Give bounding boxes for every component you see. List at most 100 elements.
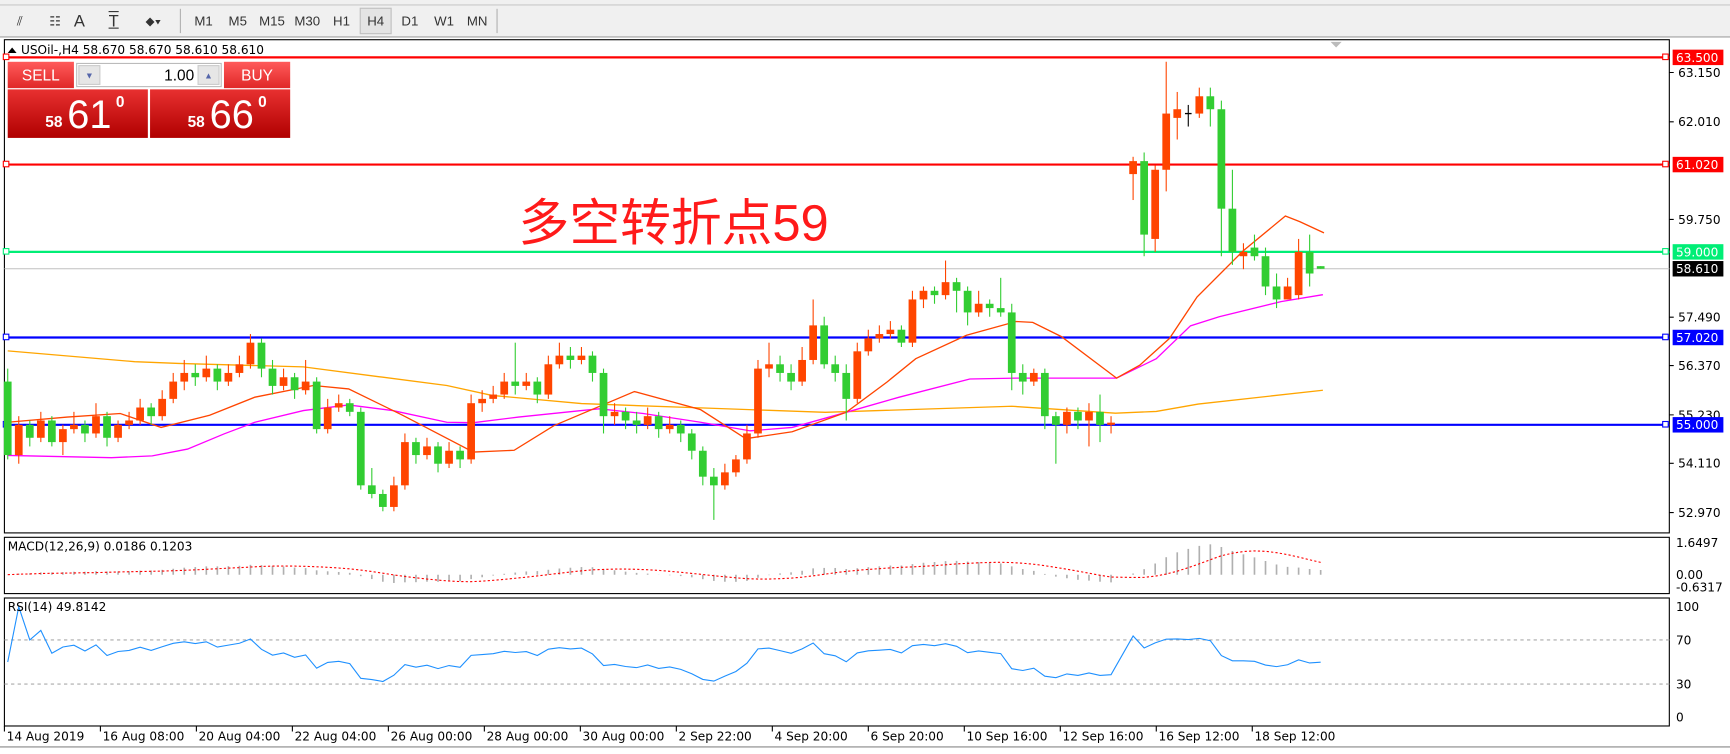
line-handle-left[interactable] bbox=[2, 160, 10, 168]
lot-size-value[interactable]: 1.00 bbox=[164, 66, 195, 84]
candle-body bbox=[1206, 96, 1215, 110]
candle-body bbox=[974, 303, 983, 313]
candle-body bbox=[721, 472, 729, 486]
candle-body bbox=[180, 372, 189, 382]
candle-body bbox=[390, 485, 398, 507]
candle-body bbox=[334, 403, 343, 408]
candle-body bbox=[1107, 422, 1115, 425]
candle-body bbox=[456, 450, 464, 460]
candle-body bbox=[952, 282, 961, 291]
time-label: 26 Aug 00:00 bbox=[391, 729, 473, 743]
candle-body bbox=[59, 429, 67, 443]
candle-body bbox=[698, 450, 707, 477]
candle-body bbox=[709, 476, 718, 486]
candle-body bbox=[202, 368, 211, 378]
candle-body bbox=[1239, 251, 1248, 257]
candle-body bbox=[345, 403, 354, 412]
line-handle-right[interactable] bbox=[1662, 420, 1669, 428]
hline-price-badge bbox=[1672, 244, 1724, 260]
sell-button[interactable]: SELL bbox=[7, 61, 74, 90]
line-handle-right[interactable] bbox=[1662, 53, 1669, 61]
line-handle-right[interactable] bbox=[1662, 248, 1669, 255]
timeframe-m15-button[interactable]: M15 bbox=[259, 13, 285, 29]
time-label: 12 Sep 16:00 bbox=[1062, 729, 1143, 743]
candle-body bbox=[1272, 286, 1281, 300]
collapse-triangle-icon[interactable] bbox=[7, 47, 17, 53]
candle-body bbox=[1217, 109, 1226, 209]
candle-body bbox=[941, 282, 950, 296]
candle-body bbox=[732, 459, 740, 473]
candle-body bbox=[1305, 251, 1314, 274]
equidistant-channel-icon[interactable]: ⫽ bbox=[16, 12, 23, 29]
annotation-text: 多空转折点59 bbox=[518, 194, 829, 252]
candle-body bbox=[213, 368, 222, 382]
candle-body bbox=[312, 381, 321, 430]
line-handle-left[interactable] bbox=[2, 53, 10, 61]
candle-body bbox=[136, 407, 144, 421]
candle-body bbox=[356, 411, 365, 486]
hline-price-badge bbox=[1672, 49, 1724, 66]
hline-price-label: 55.000 bbox=[1676, 418, 1718, 432]
candle-body bbox=[1228, 208, 1237, 252]
macd-tick-label: 0.00 bbox=[1676, 568, 1703, 582]
text-label-icon[interactable]: T bbox=[108, 11, 119, 31]
toolbar-separator bbox=[496, 8, 498, 34]
line-handle-right[interactable] bbox=[1662, 160, 1669, 168]
timeframe-mn-button[interactable]: MN bbox=[466, 13, 488, 29]
timeframe-d1-button[interactable]: D1 bbox=[401, 13, 419, 29]
timeframe-h1-button[interactable]: H1 bbox=[333, 13, 350, 29]
rsi-tick-label: 100 bbox=[1676, 600, 1699, 614]
lot-increase-icon[interactable]: ▲ bbox=[197, 65, 220, 85]
candle-body bbox=[246, 342, 255, 365]
buy-price-main: 66 bbox=[209, 91, 254, 137]
chart-title: USOil-,H4 58.670 58.670 58.610 58.610 bbox=[21, 43, 264, 57]
timeframe-m5-button[interactable]: M5 bbox=[228, 13, 247, 29]
candle-body bbox=[1129, 161, 1137, 175]
buy-button[interactable]: BUY bbox=[223, 61, 291, 90]
moving-average-slow bbox=[7, 350, 1323, 414]
lot-size-input[interactable]: ▼ 1.00 ▲ bbox=[76, 62, 222, 88]
candle-body bbox=[897, 329, 906, 343]
candle-body bbox=[886, 329, 895, 335]
candle-body bbox=[654, 416, 663, 430]
price-tick-label: 57.490 bbox=[1678, 311, 1720, 325]
candle-body bbox=[103, 416, 111, 438]
time-label: 4 Sep 20:00 bbox=[775, 729, 848, 743]
sell-price-main: 61 bbox=[67, 91, 112, 137]
bid-price-label: 58.610 bbox=[1676, 262, 1718, 276]
candle-body bbox=[522, 381, 531, 386]
arrows-icon[interactable]: ⬥▾ bbox=[145, 12, 162, 29]
candle-body bbox=[996, 308, 1005, 313]
lot-decrease-icon[interactable]: ▼ bbox=[78, 65, 101, 85]
buy-price-button[interactable]: 58 66 0 bbox=[150, 89, 291, 138]
one-click-trading-panel: SELL ▼ 1.00 ▲ BUY 58 61 0 58 66 0 bbox=[7, 61, 291, 139]
macd-label: MACD(12,26,9) 0.0186 0.1203 bbox=[8, 540, 193, 554]
timeframe-m1-button[interactable]: M1 bbox=[194, 13, 213, 29]
candle-body bbox=[610, 411, 619, 417]
sell-price-button[interactable]: 58 61 0 bbox=[7, 89, 148, 138]
candle-body bbox=[1140, 161, 1149, 235]
rsi-line bbox=[7, 604, 1321, 683]
timeframe-m30-button[interactable]: M30 bbox=[294, 13, 321, 29]
timeframe-w1-button[interactable]: W1 bbox=[434, 13, 455, 29]
candle-body bbox=[191, 372, 200, 378]
hline-price-label: 63.500 bbox=[1676, 51, 1718, 65]
candle-body bbox=[908, 299, 917, 343]
candle-body bbox=[478, 398, 487, 404]
fibonacci-icon[interactable]: ☷ bbox=[49, 13, 62, 29]
candle-body bbox=[1052, 416, 1060, 425]
candle-body bbox=[985, 303, 994, 309]
chart-shift-marker-icon[interactable] bbox=[1330, 41, 1342, 48]
candle-body bbox=[533, 381, 542, 395]
line-handle-right[interactable] bbox=[1662, 333, 1669, 341]
candle-body bbox=[14, 424, 23, 456]
timeframe-h4-button[interactable]: H4 bbox=[359, 7, 392, 35]
line-handle-left[interactable] bbox=[2, 333, 10, 341]
text-tool-icon[interactable]: A bbox=[73, 11, 85, 31]
hline-price-badge bbox=[1672, 417, 1724, 433]
candle-body bbox=[401, 442, 409, 486]
candle-body bbox=[92, 416, 100, 434]
line-handle-left[interactable] bbox=[2, 248, 10, 255]
candle-body bbox=[47, 420, 56, 443]
